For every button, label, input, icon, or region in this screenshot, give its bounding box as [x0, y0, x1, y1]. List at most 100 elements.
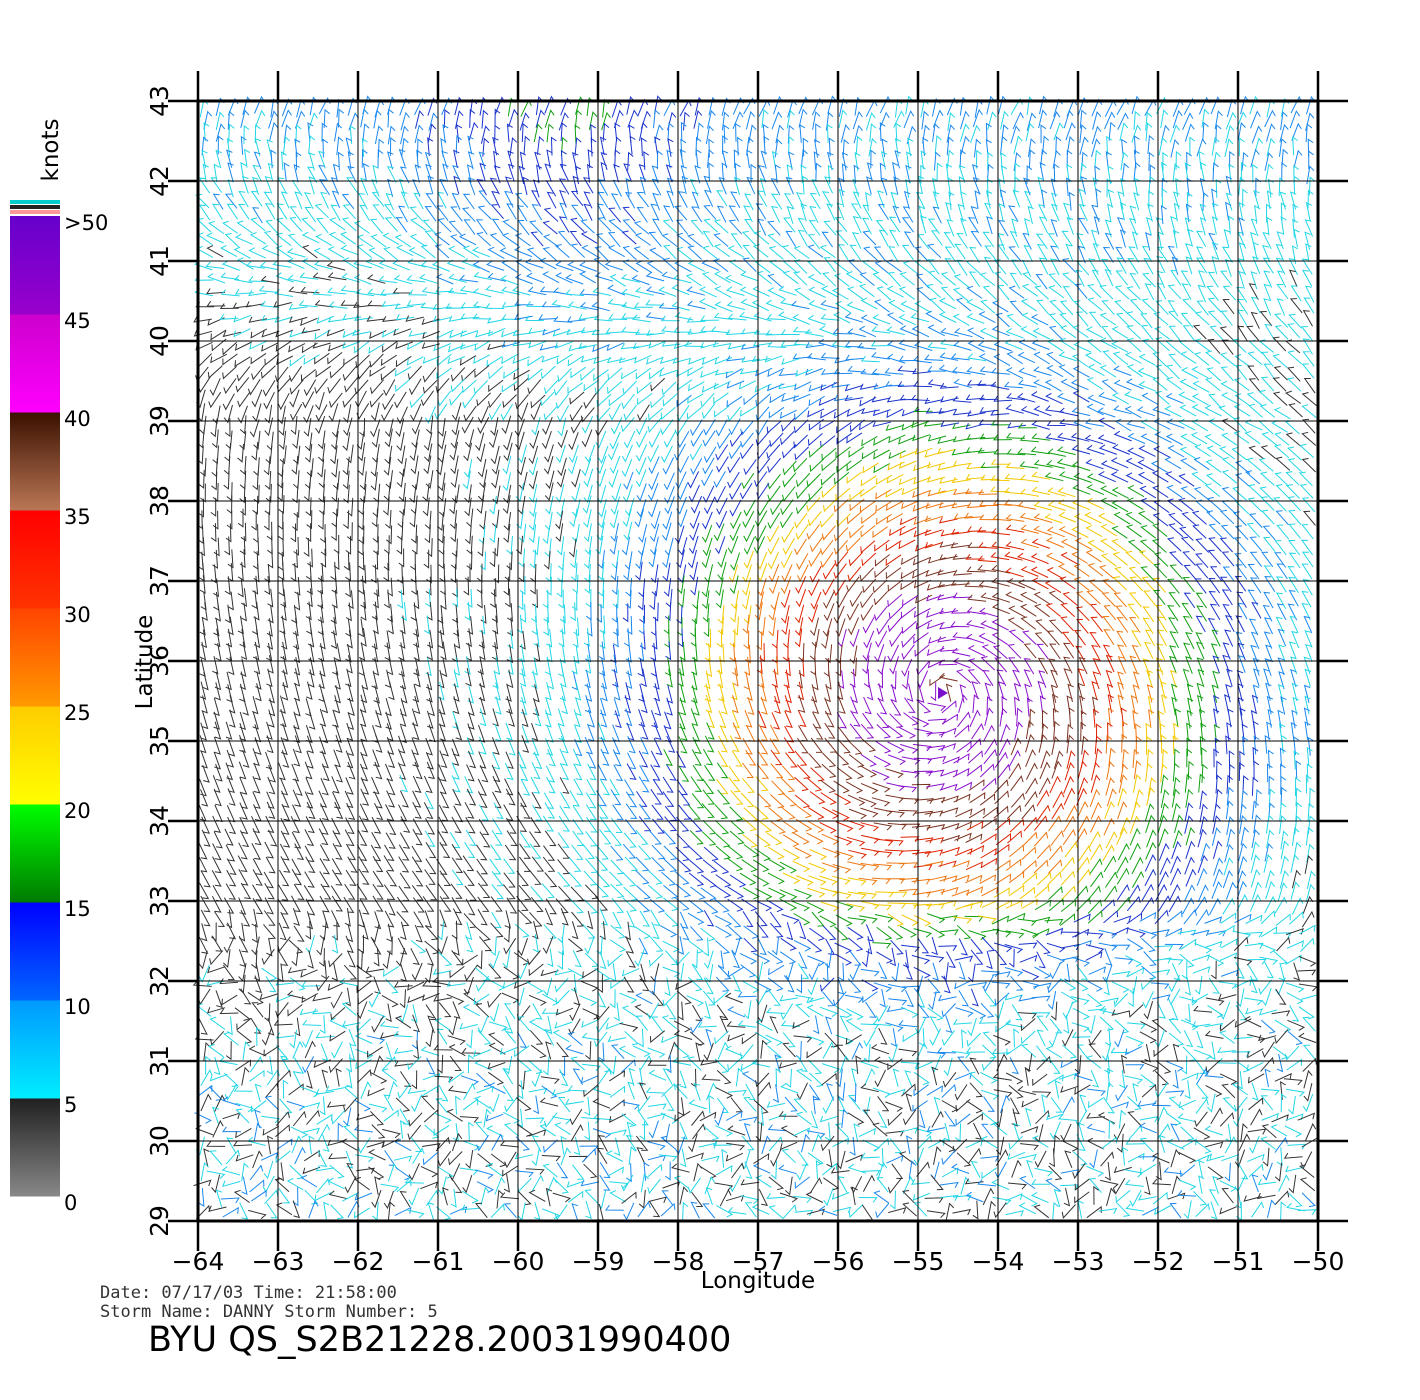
wind-barb	[320, 191, 329, 209]
wind-barb	[841, 151, 849, 171]
wind-barb	[707, 109, 716, 129]
wind-barb	[1167, 445, 1185, 458]
wind-barb	[1116, 630, 1127, 648]
wind-barb	[1211, 255, 1218, 275]
wind-barb	[263, 871, 274, 889]
wind-barb	[522, 176, 529, 196]
wind-barb	[1008, 657, 1020, 673]
wind-barb	[525, 258, 544, 269]
wind-barb	[369, 330, 387, 339]
wind-barb	[1182, 551, 1196, 566]
wind-barb	[898, 809, 918, 817]
wind-barb	[625, 589, 632, 609]
wind-barb	[687, 233, 703, 248]
wind-barb	[1212, 655, 1220, 674]
wind-barb	[701, 383, 719, 393]
wind-barb	[220, 289, 240, 297]
wind-barb	[653, 109, 661, 129]
wind-barb	[886, 474, 904, 484]
wind-barb	[339, 231, 357, 245]
wind-barb	[252, 711, 259, 730]
wind-barb	[1116, 856, 1129, 874]
wind-barb	[941, 834, 960, 842]
wind-barb	[1088, 311, 1102, 328]
wind-barb	[755, 393, 771, 407]
wind-barb	[193, 330, 213, 337]
wind-barb	[1145, 122, 1153, 142]
wind-barb	[464, 656, 471, 675]
wind-barb	[1156, 282, 1167, 300]
wind-barb	[1155, 364, 1170, 380]
wind-barb	[861, 738, 877, 752]
wind-barb	[1168, 512, 1184, 527]
wind-barb	[398, 844, 410, 861]
wind-barb	[599, 657, 606, 677]
wind-barb	[821, 833, 840, 845]
wind-barb	[464, 484, 472, 504]
wind-barb	[1262, 536, 1276, 553]
wind-barb	[557, 417, 567, 437]
wind-barb	[197, 855, 208, 873]
wind-barb	[939, 554, 958, 561]
wind-barb	[1009, 300, 1023, 316]
wind-barb	[255, 683, 262, 702]
wind-barb	[394, 303, 414, 310]
wind-barb	[768, 601, 778, 621]
wind-barb	[1185, 203, 1192, 223]
wind-barb	[426, 564, 432, 584]
wind-barb	[1247, 365, 1260, 381]
wind-barb	[1060, 552, 1078, 565]
wind-barb	[558, 628, 565, 648]
wind-barb	[426, 710, 434, 729]
wind-barb	[558, 178, 570, 195]
wind-barb	[608, 218, 624, 233]
wind-barb	[1148, 709, 1155, 728]
wind-barb	[354, 341, 370, 354]
wind-barb	[234, 288, 254, 295]
wind-barb	[332, 163, 340, 183]
wind-barb	[345, 643, 352, 663]
wind-barb	[518, 471, 528, 491]
wind-barb	[557, 457, 567, 477]
wind-barb	[213, 788, 222, 807]
wind-barb	[559, 163, 569, 181]
wind-barb	[959, 149, 966, 169]
wind-barb	[721, 111, 730, 131]
wind-barb	[1285, 484, 1300, 499]
wind-barb	[556, 536, 565, 556]
wind-barb	[601, 111, 611, 131]
wind-barb	[501, 301, 521, 308]
wind-barb	[1293, 228, 1300, 248]
wind-barb	[1116, 617, 1129, 633]
wind-barb	[213, 617, 220, 637]
wind-barb	[721, 696, 728, 715]
wind-barb	[411, 576, 417, 596]
wind-barb	[1232, 486, 1247, 501]
wind-barb	[572, 805, 585, 822]
wind-barb	[1166, 484, 1183, 499]
wind-barb	[899, 877, 919, 884]
wind-barb	[533, 751, 543, 770]
wind-barb	[1185, 632, 1195, 650]
wind-barb	[1099, 364, 1117, 378]
wind-barb	[595, 419, 608, 437]
wind-barb	[267, 776, 276, 795]
wind-barb	[227, 162, 234, 181]
wind-barb	[1266, 216, 1273, 236]
wind-barb	[1140, 419, 1158, 432]
wind-barb	[745, 749, 757, 766]
wind-barb	[1030, 391, 1049, 402]
wind-barb	[704, 765, 716, 781]
wind-barb	[1140, 433, 1159, 445]
wind-barb	[990, 381, 1010, 390]
wind-barb	[371, 631, 378, 650]
wind-barb	[1213, 695, 1220, 714]
wind-barb	[716, 456, 729, 473]
wind-barb	[305, 816, 315, 834]
wind-barb	[574, 137, 582, 157]
wind-barb	[631, 274, 650, 286]
wind-barb	[1020, 405, 1040, 416]
wind-barb	[565, 274, 584, 285]
wind-barb	[654, 136, 661, 156]
wind-barb	[914, 644, 930, 658]
